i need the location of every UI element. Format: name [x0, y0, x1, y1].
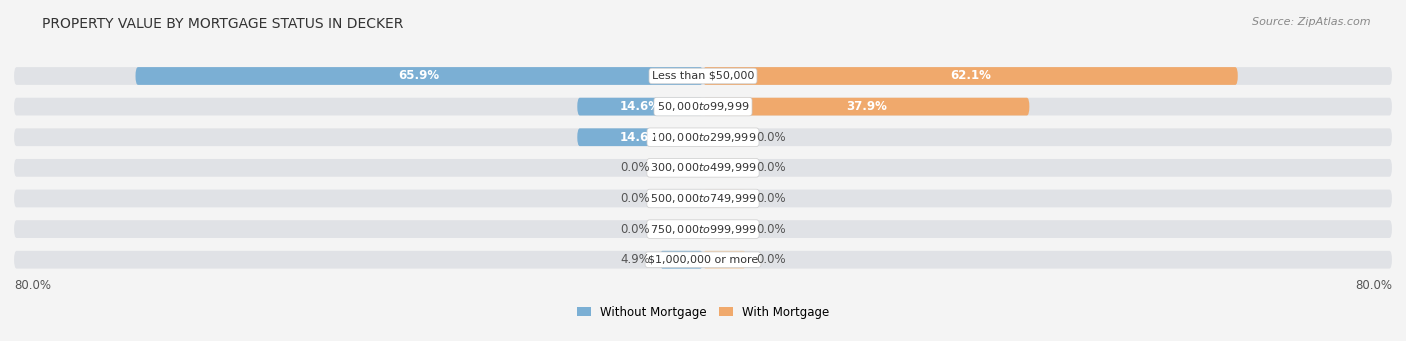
Text: $1,000,000 or more: $1,000,000 or more: [648, 255, 758, 265]
Text: 14.6%: 14.6%: [620, 131, 661, 144]
Text: $100,000 to $299,999: $100,000 to $299,999: [650, 131, 756, 144]
FancyBboxPatch shape: [135, 67, 703, 85]
FancyBboxPatch shape: [659, 220, 703, 238]
Text: 0.0%: 0.0%: [756, 223, 786, 236]
Text: $300,000 to $499,999: $300,000 to $499,999: [650, 161, 756, 174]
FancyBboxPatch shape: [703, 220, 747, 238]
FancyBboxPatch shape: [703, 67, 1237, 85]
FancyBboxPatch shape: [14, 251, 1392, 269]
FancyBboxPatch shape: [14, 190, 1392, 207]
FancyBboxPatch shape: [703, 128, 747, 146]
Text: Less than $50,000: Less than $50,000: [652, 71, 754, 81]
Text: 62.1%: 62.1%: [950, 70, 991, 83]
FancyBboxPatch shape: [703, 251, 747, 269]
Text: 0.0%: 0.0%: [620, 161, 650, 174]
Text: $750,000 to $999,999: $750,000 to $999,999: [650, 223, 756, 236]
FancyBboxPatch shape: [14, 98, 1392, 116]
FancyBboxPatch shape: [659, 190, 703, 207]
Text: 0.0%: 0.0%: [756, 192, 786, 205]
Text: 80.0%: 80.0%: [1355, 279, 1392, 292]
Text: Source: ZipAtlas.com: Source: ZipAtlas.com: [1253, 17, 1371, 27]
FancyBboxPatch shape: [14, 67, 1392, 85]
Text: 0.0%: 0.0%: [620, 192, 650, 205]
Text: 0.0%: 0.0%: [756, 161, 786, 174]
Text: 0.0%: 0.0%: [620, 223, 650, 236]
FancyBboxPatch shape: [14, 220, 1392, 238]
FancyBboxPatch shape: [703, 98, 1029, 116]
FancyBboxPatch shape: [578, 98, 703, 116]
Text: PROPERTY VALUE BY MORTGAGE STATUS IN DECKER: PROPERTY VALUE BY MORTGAGE STATUS IN DEC…: [42, 17, 404, 31]
Text: $500,000 to $749,999: $500,000 to $749,999: [650, 192, 756, 205]
Text: 37.9%: 37.9%: [846, 100, 887, 113]
FancyBboxPatch shape: [659, 251, 703, 269]
FancyBboxPatch shape: [578, 128, 703, 146]
Text: 14.6%: 14.6%: [620, 100, 661, 113]
FancyBboxPatch shape: [14, 159, 1392, 177]
FancyBboxPatch shape: [14, 128, 1392, 146]
Text: 0.0%: 0.0%: [756, 253, 786, 266]
Text: 65.9%: 65.9%: [399, 70, 440, 83]
Text: 0.0%: 0.0%: [756, 131, 786, 144]
Text: 80.0%: 80.0%: [14, 279, 51, 292]
FancyBboxPatch shape: [659, 159, 703, 177]
Text: 4.9%: 4.9%: [620, 253, 651, 266]
FancyBboxPatch shape: [703, 190, 747, 207]
FancyBboxPatch shape: [703, 159, 747, 177]
Legend: Without Mortgage, With Mortgage: Without Mortgage, With Mortgage: [572, 301, 834, 323]
Text: $50,000 to $99,999: $50,000 to $99,999: [657, 100, 749, 113]
